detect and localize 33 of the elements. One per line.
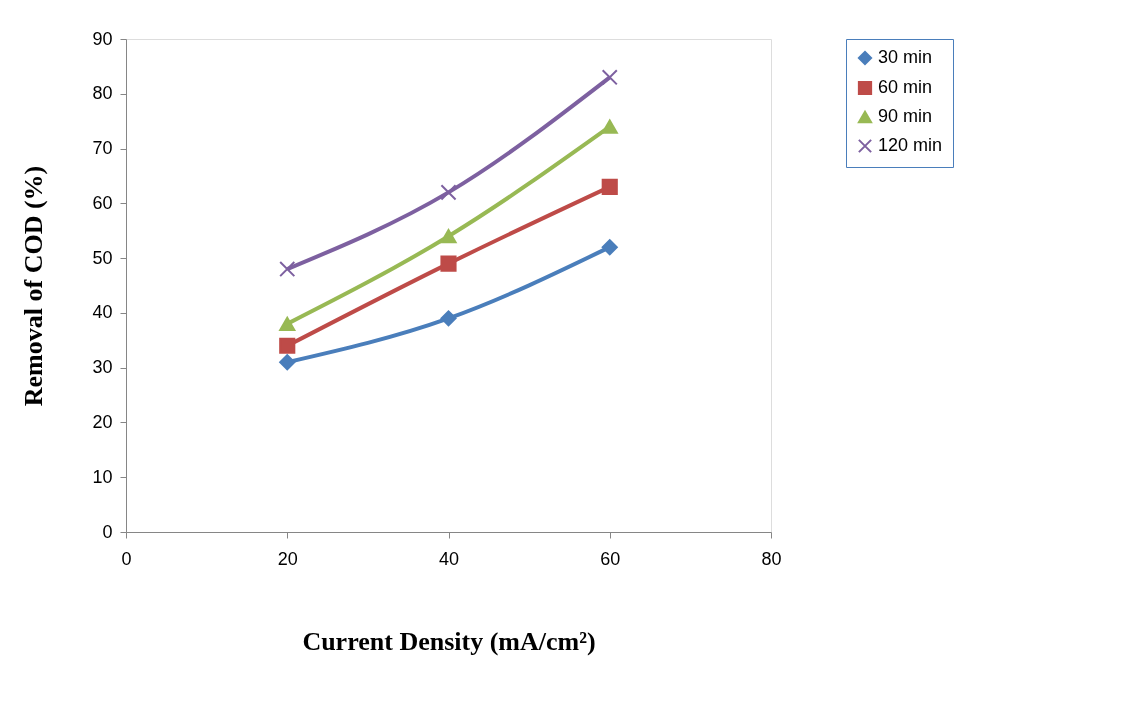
y-tick-label: 0 xyxy=(102,521,113,542)
y-tick-label: 30 xyxy=(92,357,113,378)
legend-label: 90 min xyxy=(878,106,933,126)
point xyxy=(601,239,618,256)
legend-label: 120 min xyxy=(878,135,943,155)
point xyxy=(601,178,618,195)
point xyxy=(279,354,296,371)
y-tick-label: 70 xyxy=(92,138,113,159)
x-tick-label: 0 xyxy=(121,548,132,569)
x-axis-title: Current Density (mA/cm²) xyxy=(302,626,596,656)
y-tick-label: 80 xyxy=(92,83,113,104)
point xyxy=(279,337,296,354)
point xyxy=(279,316,296,331)
point xyxy=(440,184,457,201)
point xyxy=(440,255,457,272)
y-tick-label: 40 xyxy=(92,302,113,323)
legend-label: 60 min xyxy=(878,77,933,97)
point xyxy=(440,310,457,327)
x-tick-label: 60 xyxy=(600,548,621,569)
y-tick-label: 10 xyxy=(92,466,113,487)
x-tick-label: 80 xyxy=(761,548,782,569)
y-tick-label: 20 xyxy=(92,411,113,432)
point xyxy=(279,261,296,278)
y-tick-label: 60 xyxy=(92,192,113,213)
legend-label: 30 min xyxy=(878,47,933,67)
y-axis-title: Removal of COD (%) xyxy=(19,165,49,407)
y-tick-label: 90 xyxy=(92,28,113,49)
x-tick-label: 40 xyxy=(438,548,460,569)
x-tick-label: 20 xyxy=(277,548,298,569)
point xyxy=(601,69,618,86)
point xyxy=(601,119,618,134)
point xyxy=(440,229,457,244)
y-tick-label: 50 xyxy=(92,247,113,268)
